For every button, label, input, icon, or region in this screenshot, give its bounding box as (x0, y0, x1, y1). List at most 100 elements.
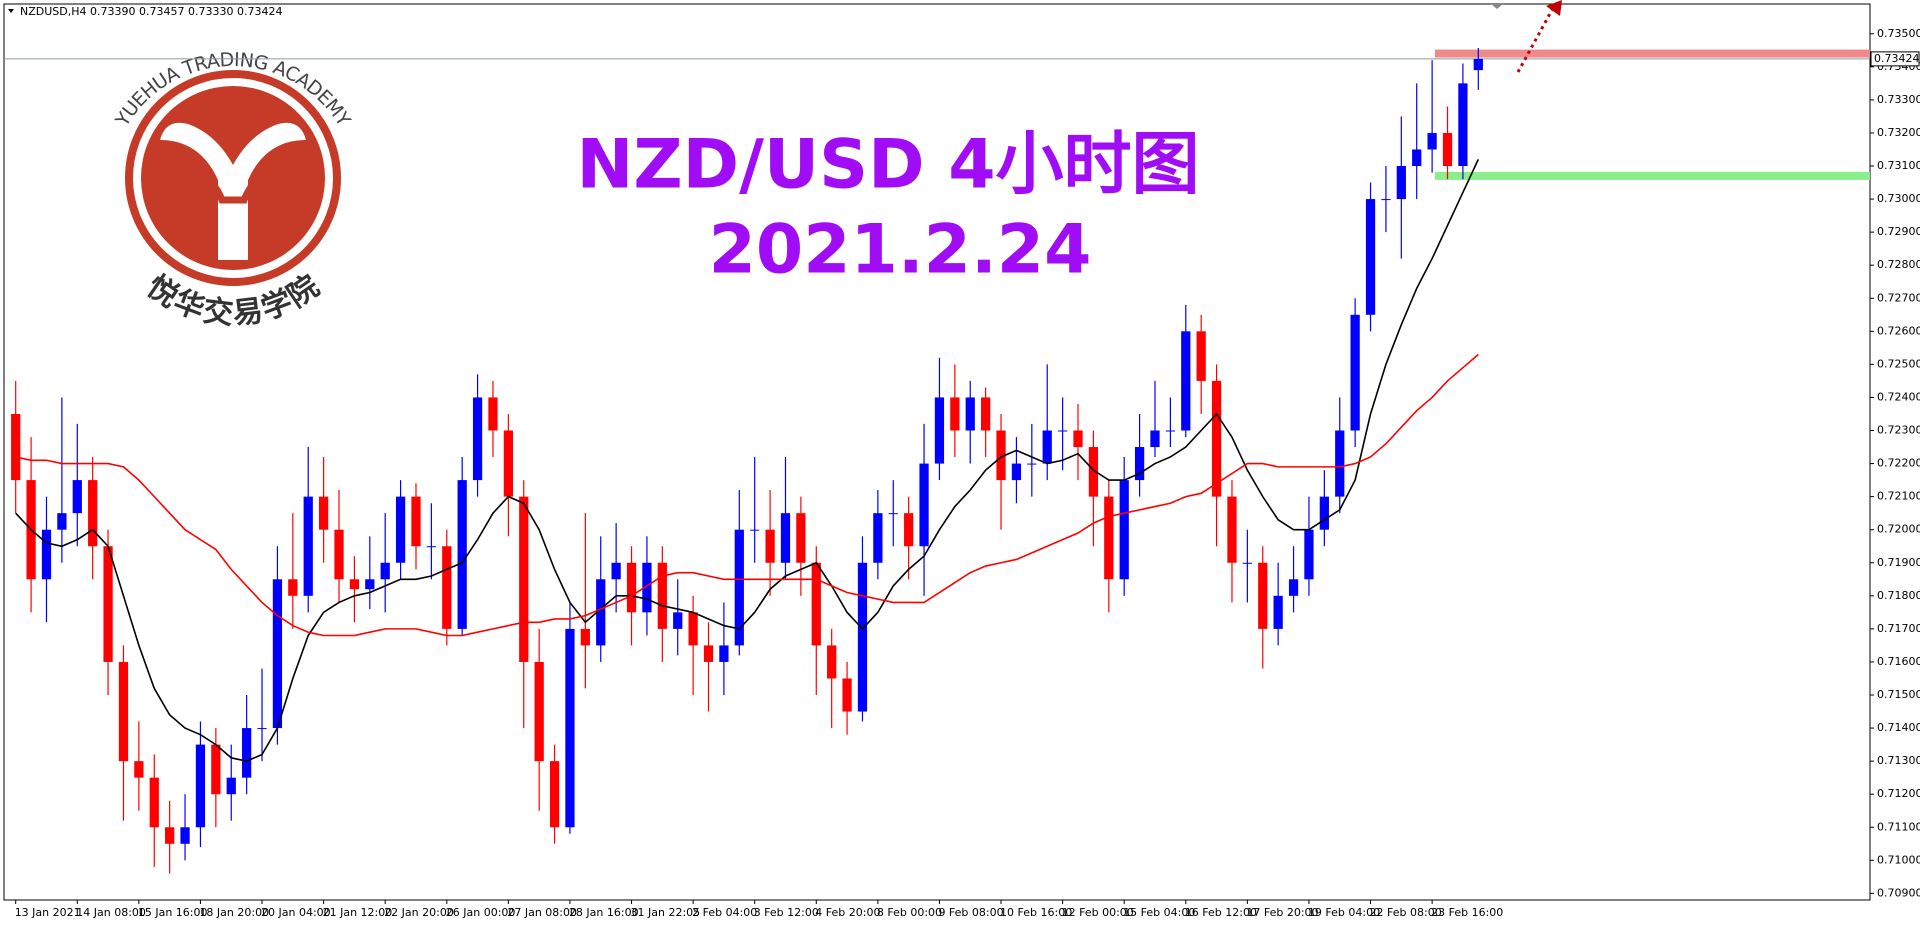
x-tick-label: 12 Feb 00:00 (1062, 906, 1134, 919)
y-tick-label: 0.72200 (1877, 457, 1920, 470)
candle-body (873, 513, 883, 563)
candle-body (488, 397, 498, 431)
candle-body (1258, 562, 1268, 629)
y-tick-label: 0.71500 (1877, 688, 1920, 701)
x-tick-label: 3 Feb 12:00 (754, 906, 819, 919)
x-tick-label: 21 Jan 12:00 (323, 906, 393, 919)
y-tick-label: 0.72300 (1877, 424, 1920, 437)
x-tick-label: 19 Feb 04:00 (1308, 906, 1380, 919)
y-tick-label: 0.73200 (1877, 126, 1920, 139)
candle-body (457, 480, 467, 629)
projection-arrowhead (1546, 0, 1562, 16)
candle-body (934, 397, 945, 464)
candle-body (1181, 331, 1191, 431)
candle-body (1134, 447, 1145, 481)
y-tick-label: 0.73300 (1877, 93, 1920, 106)
y-tick-label: 0.73000 (1877, 192, 1920, 205)
x-tick-label: 20 Jan 04:00 (261, 906, 331, 919)
candle-body (426, 546, 437, 548)
candle-body (596, 579, 606, 646)
candle-body (1396, 166, 1406, 200)
price-level (1435, 49, 1870, 58)
y-tick-label: 0.71700 (1877, 622, 1920, 635)
candle-body (1057, 430, 1068, 432)
moving-average (15, 353, 1479, 637)
candle-body (303, 496, 313, 596)
candle-body (1381, 199, 1391, 201)
x-tick-label: 18 Jan 20:00 (199, 906, 269, 919)
candle-body (411, 496, 421, 547)
candle-body (1304, 529, 1314, 580)
y-tick-label: 0.72800 (1877, 258, 1920, 271)
candle-body (981, 397, 991, 431)
candle-body (1165, 430, 1176, 432)
candle-body (750, 529, 760, 531)
candle-body (1073, 430, 1083, 448)
y-tick-label: 0.71400 (1877, 721, 1920, 734)
candle-body (134, 761, 144, 778)
candle-body (1011, 463, 1022, 481)
candle-body (904, 513, 914, 547)
candle-body (1104, 496, 1114, 580)
y-tick-label: 0.72700 (1877, 291, 1920, 304)
x-tick-label: 8 Feb 00:00 (877, 906, 942, 919)
menu-arrow[interactable] (8, 9, 14, 13)
candle-body (657, 562, 667, 629)
x-tick-label: 10 Feb 16:00 (1000, 906, 1072, 919)
candle-body (1458, 83, 1468, 167)
plot-frame (3, 3, 1871, 901)
candle-body (811, 562, 821, 646)
chart-subtitle: 2021.2.24 (709, 211, 1092, 290)
candle-body (519, 496, 529, 662)
candle-body (1027, 463, 1037, 465)
candle-body (211, 744, 221, 795)
y-tick-label: 0.71200 (1877, 787, 1920, 800)
candle-body (719, 645, 729, 662)
candle-body (118, 661, 129, 762)
x-tick-label: 15 Feb 04:00 (1123, 906, 1195, 919)
candle-body (703, 645, 714, 662)
logo-ring (125, 70, 341, 286)
logo-symbol (160, 122, 306, 260)
y-tick-label: 0.71300 (1877, 754, 1920, 767)
candle-body (1119, 480, 1129, 580)
candle-body (688, 612, 698, 646)
candle-body (318, 496, 329, 530)
x-tick-label: 4 Feb 20:00 (815, 906, 880, 919)
x-tick-label: 26 Jan 00:00 (446, 906, 516, 919)
candle-body (442, 546, 452, 629)
candle-body (1427, 132, 1437, 150)
symbol-info: NZDUSD,H4 0.73390 0.73457 0.73330 0.7342… (20, 5, 282, 18)
candle-body (195, 744, 206, 828)
candle-body (842, 678, 852, 712)
candle-body (1211, 380, 1222, 497)
y-tick-label: 0.72600 (1877, 324, 1920, 337)
candle-body (503, 430, 513, 497)
candle-body (1150, 430, 1160, 448)
candle-body (57, 513, 67, 530)
y-tick-label: 0.72400 (1877, 390, 1920, 403)
candle-body (72, 480, 82, 514)
candle-body (765, 529, 775, 563)
y-tick-label: 0.72500 (1877, 357, 1920, 370)
x-tick-label: 2 Feb 04:00 (692, 906, 757, 919)
shift-marker (1491, 4, 1503, 9)
candle-body (365, 579, 375, 590)
y-tick-label: 0.73100 (1877, 159, 1920, 172)
candle-body (1319, 496, 1329, 530)
x-tick-label: 9 Feb 08:00 (938, 906, 1003, 919)
candle-body (1242, 562, 1252, 564)
candle-body (334, 529, 344, 580)
x-tick-label: 22 Feb 08:00 (1370, 906, 1442, 919)
y-tick-label: 0.71800 (1877, 589, 1920, 602)
candle-body (611, 562, 621, 580)
candle-body (1365, 199, 1376, 315)
price-level (1435, 171, 1870, 180)
candle-body (565, 628, 575, 828)
candle-body (257, 728, 267, 730)
candle-body (827, 645, 837, 679)
candle-body (88, 480, 98, 547)
candle-body (626, 562, 637, 613)
y-tick-label: 0.72900 (1877, 225, 1920, 238)
